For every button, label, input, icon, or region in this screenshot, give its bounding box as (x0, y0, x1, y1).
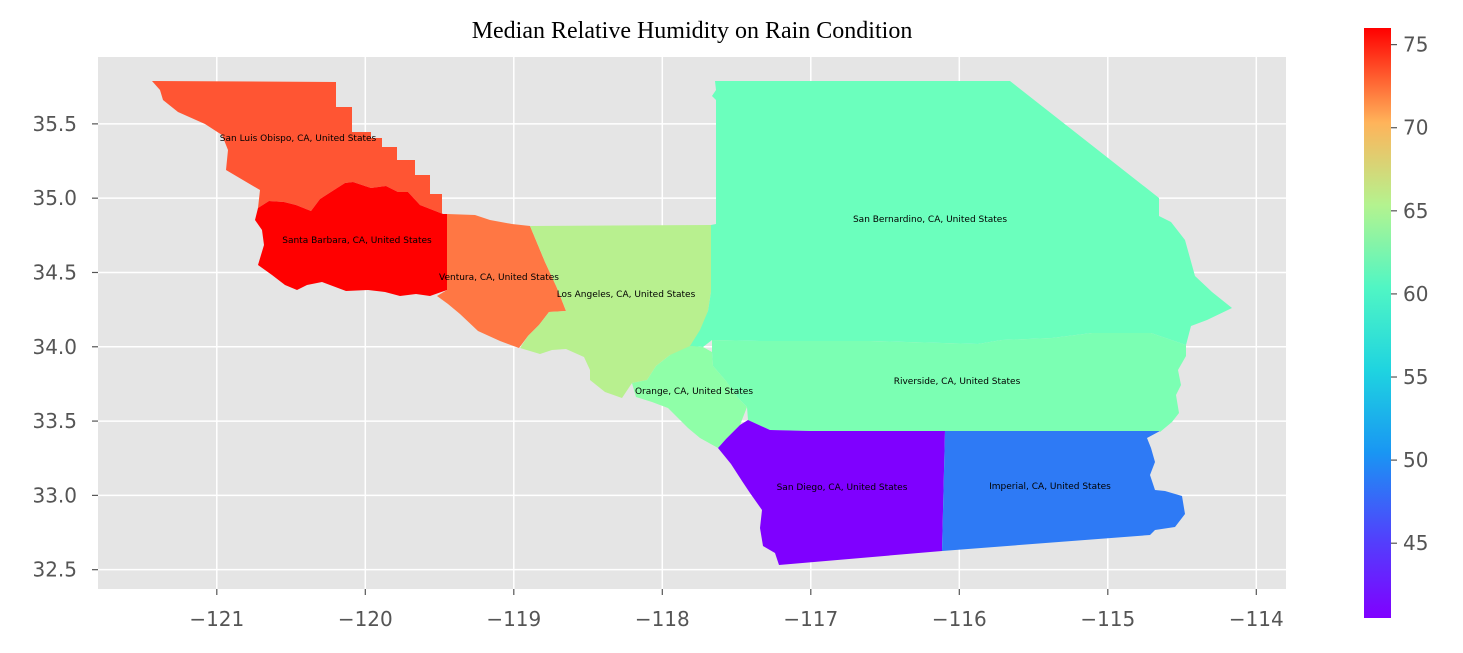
y-tick-label: 32.5 (32, 558, 77, 582)
colorbar-tick-label: 70 (1403, 116, 1428, 140)
x-tick-label: −121 (189, 607, 244, 631)
colorbar-tick-label: 50 (1403, 448, 1428, 472)
y-tick-label: 35.0 (32, 186, 77, 210)
county-regions (152, 81, 1232, 565)
colorbar-tick-label: 65 (1403, 199, 1428, 223)
colorbar-tick-label: 55 (1403, 365, 1428, 389)
x-tick-label: −117 (783, 607, 838, 631)
region-imperial (942, 431, 1185, 551)
y-tick-label: 34.5 (32, 260, 77, 284)
y-tick-label: 35.5 (32, 112, 77, 136)
label-san-diego: San Diego, CA, United States (777, 483, 908, 493)
region-san-bernardino (690, 81, 1232, 347)
label-ventura: Ventura, CA, United States (439, 273, 559, 283)
colorbar (1364, 28, 1391, 618)
label-san-bernardino: San Bernardino, CA, United States (853, 215, 1007, 225)
colorbar-tick-label: 60 (1403, 282, 1428, 306)
y-tick-label: 34.0 (32, 335, 77, 359)
y-tick-label: 33.0 (32, 483, 77, 507)
y-tick-label: 33.5 (32, 409, 77, 433)
colorbar-tick-label: 45 (1403, 531, 1428, 555)
x-tick-label: −114 (1229, 607, 1284, 631)
region-san-diego (718, 420, 945, 565)
colorbar-tick-label: 75 (1403, 33, 1428, 57)
region-san-luis-obispo (152, 81, 443, 214)
x-tick-label: −118 (635, 607, 690, 631)
region-santa-barbara (255, 182, 447, 296)
label-san-luis-obispo: San Luis Obispo, CA, United States (220, 134, 377, 144)
chart-title: Median Relative Humidity on Rain Conditi… (472, 18, 913, 44)
x-tick-label: −119 (486, 607, 541, 631)
axis-ticks: −121 −120 −119 −118 −117 −116 −115 −114 32.5 33.0… (32, 112, 1283, 631)
label-santa-barbara: Santa Barbara, CA, United States (282, 236, 432, 246)
label-riverside: Riverside, CA, United States (894, 377, 1021, 387)
x-tick-label: −116 (932, 607, 987, 631)
label-orange: Orange, CA, United States (635, 387, 753, 397)
x-tick-label: −120 (338, 607, 393, 631)
region-ventura (437, 214, 566, 348)
label-imperial: Imperial, CA, United States (989, 482, 1111, 492)
x-tick-label: −115 (1080, 607, 1135, 631)
county-labels: San Luis Obispo, CA, United States Santa… (220, 134, 1111, 493)
colorbar-ticks: 45 50 55 60 65 70 75 (1391, 33, 1428, 555)
label-los-angeles: Los Angeles, CA, United States (557, 290, 696, 300)
region-orange (632, 346, 747, 448)
region-los-angeles (520, 225, 711, 398)
region-riverside (712, 333, 1186, 432)
